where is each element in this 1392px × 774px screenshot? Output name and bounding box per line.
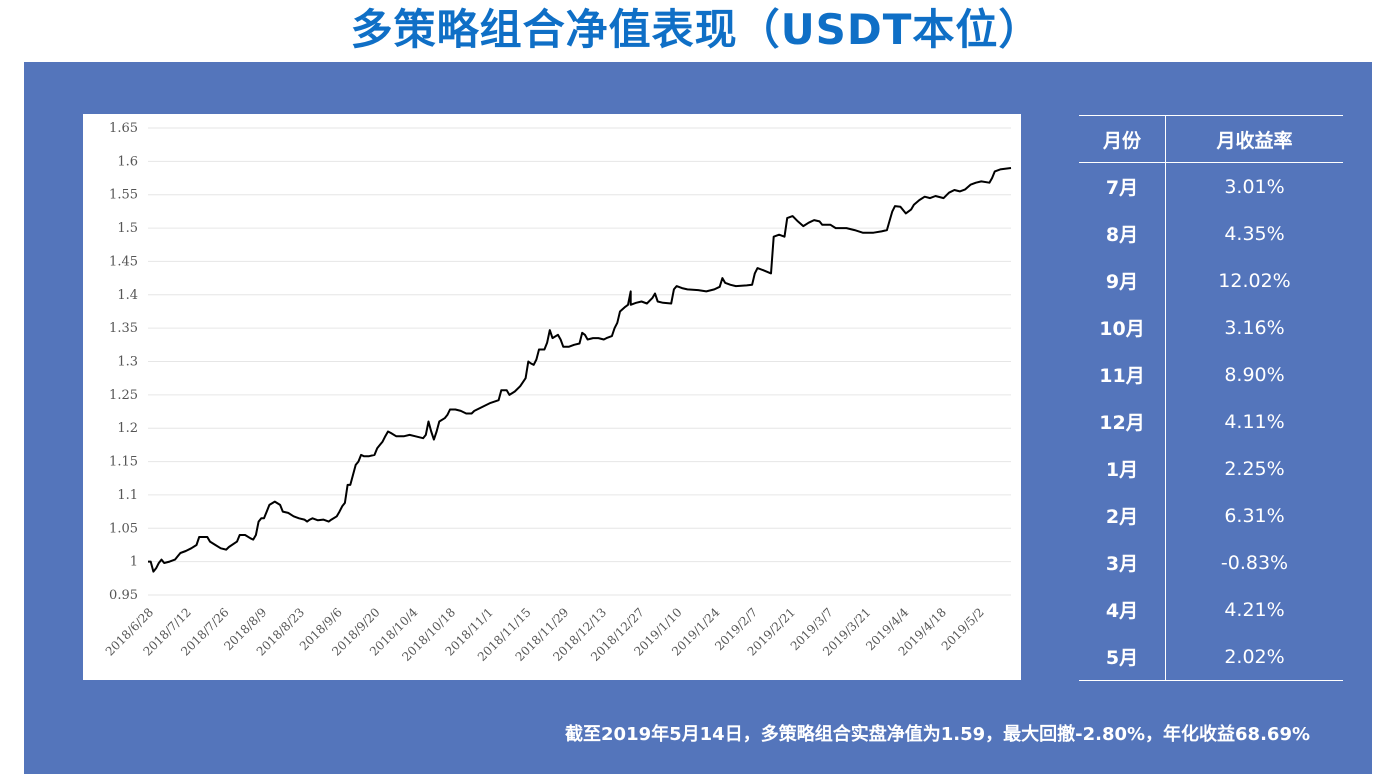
month-cell: 1月 (1079, 445, 1166, 492)
month-cell: 4月 (1079, 586, 1166, 633)
table-row: 1月 2.25% (1079, 445, 1343, 492)
y-tick-label: 1.25 (109, 388, 138, 403)
rate-cell: 2.25% (1224, 457, 1285, 480)
table-row: 4月 4.21% (1079, 586, 1343, 633)
slide-title: 多策略组合净值表现（USDT本位） (350, 5, 1042, 54)
y-tick-label: 1.15 (109, 455, 138, 470)
header-month: 月份 (1079, 115, 1166, 163)
y-tick-label: 1.5 (117, 221, 138, 236)
monthly-returns-table: 月份 月收益率 7月 3.01% 8月 4.35% 9月 12.02% 10月 3.16… (1079, 115, 1343, 681)
table-row: 5月 2.02% (1079, 633, 1343, 681)
content-panel: 0.95 1 1.05 1.1 1.15 1.2 1.25 1.3 1.35 1.4 1.45 1.5… (24, 62, 1372, 774)
y-tick-label: 1.55 (109, 188, 138, 203)
summary-footnote: 截至2019年5月14日，多策略组合实盘净值为1.59，最大回撤-2.80%，年… (565, 724, 1310, 745)
y-tick-label: 1.4 (117, 288, 138, 303)
month-cell: 9月 (1079, 257, 1166, 304)
y-tick-label: 1.6 (117, 154, 138, 169)
rate-cell: -0.83% (1220, 551, 1289, 574)
y-tick-label: 1.45 (109, 254, 138, 269)
y-tick-label: 1.3 (117, 355, 138, 370)
y-tick-label: 0.95 (109, 588, 138, 603)
table-row: 11月 8.90% (1079, 351, 1343, 398)
rate-cell: 6.31% (1224, 504, 1285, 527)
table-row: 3月 -0.83% (1079, 539, 1343, 586)
rate-cell: 4.11% (1224, 410, 1285, 433)
rate-cell: 2.02% (1165, 633, 1343, 681)
month-cell: 5月 (1079, 633, 1166, 681)
month-cell: 8月 (1079, 210, 1166, 257)
rate-cell: 3.16% (1224, 316, 1285, 339)
month-cell: 7月 (1079, 162, 1166, 210)
month-cell: 11月 (1079, 351, 1166, 398)
rate-cell: 4.35% (1224, 222, 1285, 245)
rate-cell: 12.02% (1218, 269, 1291, 292)
rate-cell: 3.01% (1224, 175, 1285, 198)
y-tick-label: 1.65 (109, 121, 138, 136)
table-row: 2月 6.31% (1079, 492, 1343, 539)
table-row: 12月 4.11% (1079, 398, 1343, 445)
month-cell: 2月 (1079, 492, 1166, 539)
nav-series-line (148, 167, 1012, 573)
table-row: 10月 3.16% (1079, 304, 1343, 351)
table-row: 7月 3.01% (1079, 162, 1343, 210)
header-rate: 月收益率 (1165, 115, 1343, 163)
y-tick-label: 1.2 (117, 421, 138, 436)
month-cell: 3月 (1079, 539, 1166, 586)
table-header-row: 月份 月收益率 (1079, 115, 1343, 163)
y-tick-label: 1.1 (117, 488, 138, 503)
nav-chart-svg: 0.95 1 1.05 1.1 1.15 1.2 1.25 1.3 1.35 1.4 1.45 1.5… (103, 121, 1012, 664)
table-row: 8月 4.35% (1079, 210, 1343, 257)
y-tick-label: 1.05 (109, 521, 138, 536)
rate-cell: 8.90% (1224, 363, 1285, 386)
month-cell: 10月 (1079, 304, 1166, 351)
rate-cell: 4.21% (1224, 598, 1285, 621)
table-row: 9月 12.02% (1079, 257, 1343, 304)
y-tick-label: 1.35 (109, 321, 138, 336)
nav-chart: 0.95 1 1.05 1.1 1.15 1.2 1.25 1.3 1.35 1.4 1.45 1.5… (83, 114, 1021, 680)
month-cell: 12月 (1079, 398, 1166, 445)
y-tick-label: 1 (130, 555, 138, 570)
